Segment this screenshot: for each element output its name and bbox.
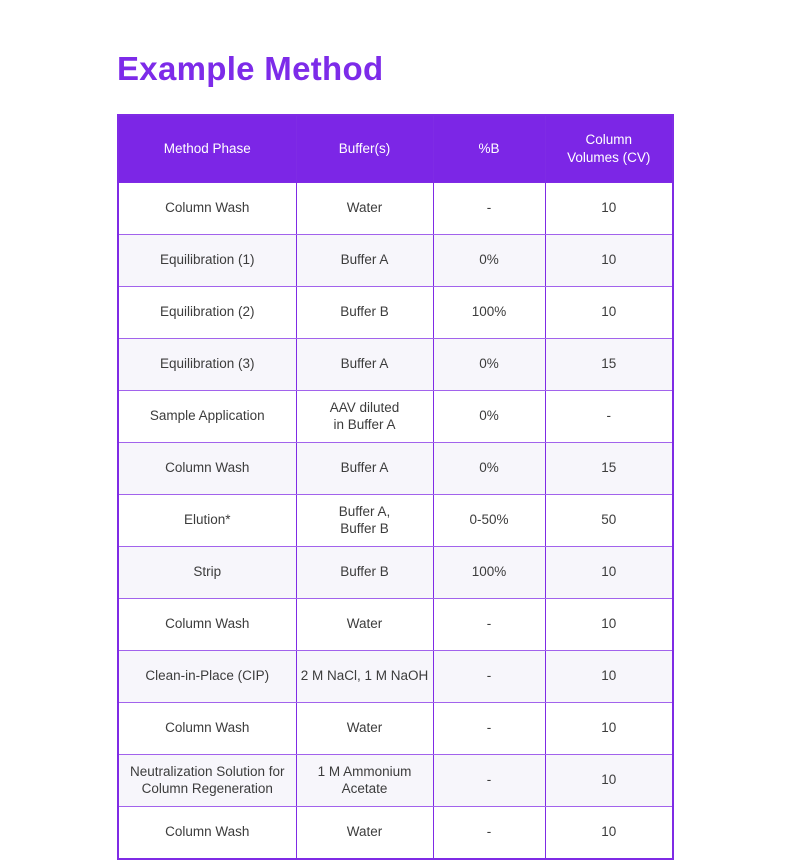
cell-percent-b: - <box>432 598 546 651</box>
table-row: Column Wash Water - 10 <box>117 806 674 860</box>
table-row: Equilibration (3) Buffer A 0% 15 <box>117 338 674 391</box>
cell-column-volumes: 10 <box>544 754 674 807</box>
page-title: Example Method <box>117 50 384 87</box>
cell-phase: Strip <box>117 546 297 599</box>
cell-column-volumes: 10 <box>544 546 674 599</box>
table-row: Column Wash Buffer A 0% 15 <box>117 442 674 495</box>
cell-phase: Column Wash <box>117 182 297 235</box>
table-row: Sample Application AAV diluted in Buffer… <box>117 390 674 443</box>
cell-buffers: Buffer A, Buffer B <box>295 494 434 547</box>
cell-percent-b: 100% <box>432 286 546 339</box>
cell-column-volumes: 10 <box>544 806 674 860</box>
cell-percent-b: - <box>432 702 546 755</box>
table-row: Elution* Buffer A, Buffer B 0-50% 50 <box>117 494 674 547</box>
column-header-column-volumes: Column Volumes (CV) <box>544 114 674 183</box>
table-row: Column Wash Water - 10 <box>117 702 674 755</box>
cell-percent-b: 0-50% <box>432 494 546 547</box>
cell-column-volumes: 10 <box>544 234 674 287</box>
cell-buffers: Buffer A <box>295 338 434 391</box>
cell-column-volumes: - <box>544 390 674 443</box>
header-row: Method Phase Buffer(s) %B Column Volumes… <box>117 114 674 183</box>
cell-percent-b: - <box>432 806 546 860</box>
cell-column-volumes: 15 <box>544 338 674 391</box>
cell-buffers: Water <box>295 182 434 235</box>
cell-buffers: Buffer A <box>295 442 434 495</box>
table-header: Method Phase Buffer(s) %B Column Volumes… <box>117 114 674 183</box>
column-header-method-phase: Method Phase <box>117 114 297 183</box>
cell-column-volumes: 50 <box>544 494 674 547</box>
cell-buffers: Buffer A <box>295 234 434 287</box>
cell-buffers: 1 M Ammonium Acetate <box>295 754 434 807</box>
cell-phase: Column Wash <box>117 598 297 651</box>
table-row: Clean-in-Place (CIP) 2 M NaCl, 1 M NaOH … <box>117 650 674 703</box>
cell-phase: Column Wash <box>117 806 297 860</box>
cell-percent-b: 0% <box>432 390 546 443</box>
table-row: Equilibration (2) Buffer B 100% 10 <box>117 286 674 339</box>
cell-phase: Sample Application <box>117 390 297 443</box>
cell-column-volumes: 10 <box>544 182 674 235</box>
table-row: Column Wash Water - 10 <box>117 598 674 651</box>
table-row: Neutralization Solution for Column Regen… <box>117 754 674 807</box>
cell-phase: Equilibration (3) <box>117 338 297 391</box>
cell-percent-b: 0% <box>432 234 546 287</box>
cell-buffers: Water <box>295 806 434 860</box>
cell-phase: Column Wash <box>117 442 297 495</box>
table-row: Equilibration (1) Buffer A 0% 10 <box>117 234 674 287</box>
cell-column-volumes: 10 <box>544 650 674 703</box>
table-row: Column Wash Water - 10 <box>117 182 674 235</box>
cell-percent-b: 100% <box>432 546 546 599</box>
cell-phase: Neutralization Solution for Column Regen… <box>117 754 297 807</box>
cell-phase: Clean-in-Place (CIP) <box>117 650 297 703</box>
cell-percent-b: - <box>432 650 546 703</box>
cell-percent-b: 0% <box>432 338 546 391</box>
table-row: Strip Buffer B 100% 10 <box>117 546 674 599</box>
method-table: Method Phase Buffer(s) %B Column Volumes… <box>117 114 674 860</box>
cell-column-volumes: 10 <box>544 702 674 755</box>
cell-phase: Equilibration (2) <box>117 286 297 339</box>
column-header-buffers: Buffer(s) <box>295 114 434 183</box>
cell-percent-b: 0% <box>432 442 546 495</box>
cell-buffers: AAV diluted in Buffer A <box>295 390 434 443</box>
cell-column-volumes: 15 <box>544 442 674 495</box>
column-header-percent-b: %B <box>432 114 546 183</box>
cell-phase: Equilibration (1) <box>117 234 297 287</box>
cell-percent-b: - <box>432 754 546 807</box>
cell-column-volumes: 10 <box>544 598 674 651</box>
cell-column-volumes: 10 <box>544 286 674 339</box>
cell-phase: Column Wash <box>117 702 297 755</box>
cell-buffers: 2 M NaCl, 1 M NaOH <box>295 650 434 703</box>
cell-buffers: Buffer B <box>295 286 434 339</box>
cell-phase: Elution* <box>117 494 297 547</box>
cell-buffers: Water <box>295 702 434 755</box>
cell-buffers: Water <box>295 598 434 651</box>
cell-buffers: Buffer B <box>295 546 434 599</box>
cell-percent-b: - <box>432 182 546 235</box>
table-body: Column Wash Water - 10 Equilibration (1)… <box>117 182 674 860</box>
